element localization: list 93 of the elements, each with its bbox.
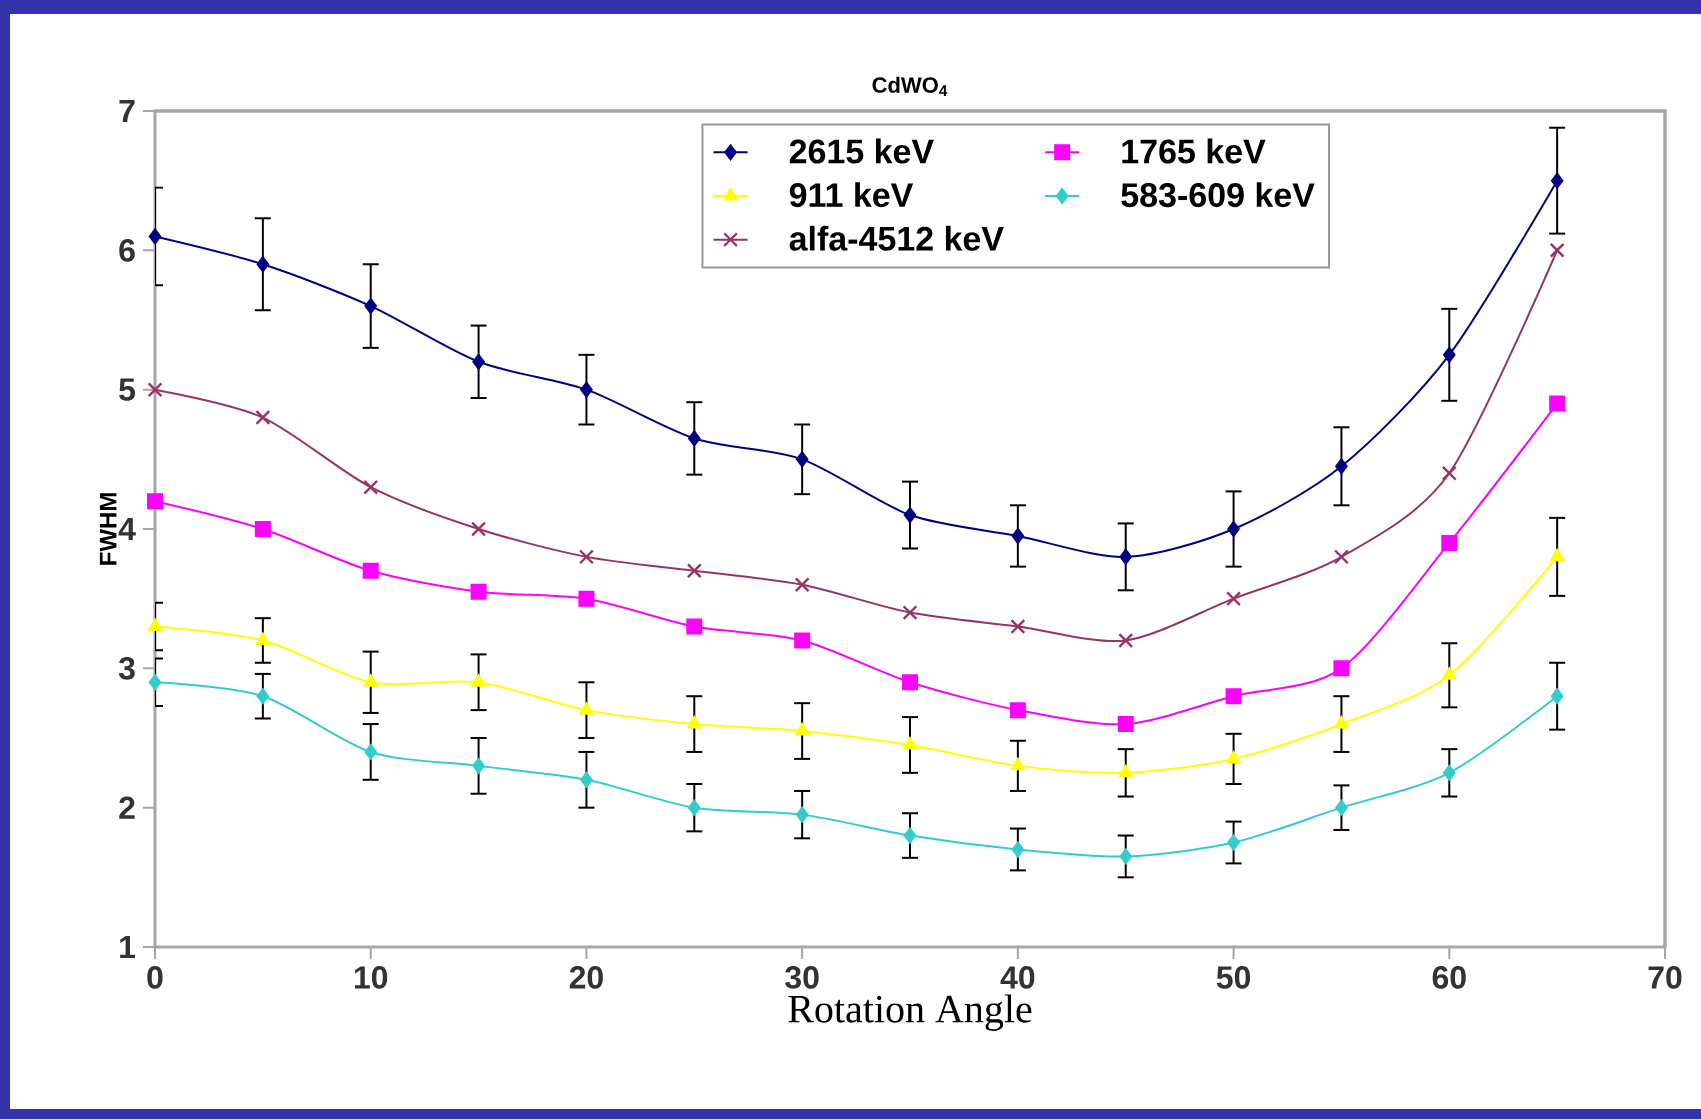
point — [362, 562, 379, 579]
point — [1550, 548, 1565, 562]
chart-title: CdWO$_{4}$ — [872, 76, 948, 96]
point — [147, 618, 163, 632]
point — [147, 382, 163, 398]
y-tick-label: 6 — [119, 239, 135, 262]
point — [1333, 549, 1349, 565]
point — [363, 479, 379, 495]
point — [1119, 848, 1132, 865]
point — [686, 563, 702, 579]
y-tick-label: 3 — [118, 656, 135, 680]
point — [688, 799, 701, 816]
point — [364, 298, 377, 315]
y-tick-label: 2 — [119, 796, 135, 819]
y-tick-label: 4 — [118, 517, 136, 541]
point — [1010, 618, 1026, 635]
point — [1226, 750, 1241, 764]
point — [794, 577, 810, 593]
point — [256, 256, 270, 273]
x-tick-label: 40 — [1000, 966, 1035, 989]
point — [795, 723, 810, 736]
point — [1225, 688, 1242, 705]
point — [254, 521, 271, 537]
point — [255, 632, 270, 645]
point — [795, 806, 809, 823]
point — [471, 521, 487, 537]
point — [471, 674, 486, 687]
y-tick-label: 7 — [119, 99, 135, 123]
point — [472, 353, 485, 370]
point — [1443, 346, 1456, 363]
point — [687, 716, 702, 729]
point — [579, 702, 594, 715]
point — [794, 632, 811, 649]
point — [1550, 172, 1564, 189]
x-tick-label: 70 — [1648, 966, 1682, 989]
point — [1441, 534, 1458, 551]
point — [364, 743, 377, 760]
point — [1333, 660, 1350, 677]
point — [1011, 527, 1025, 544]
x-tick-label: 10 — [354, 966, 388, 989]
point — [903, 507, 917, 524]
point — [1549, 395, 1566, 412]
point — [472, 757, 485, 774]
x-tick-label: 60 — [1432, 966, 1466, 989]
x-tick-label: 50 — [1216, 966, 1251, 989]
point — [1118, 764, 1133, 778]
point — [1227, 521, 1240, 537]
legend-label: 583-609 keV — [1121, 182, 1315, 208]
point — [148, 674, 162, 691]
point — [1442, 667, 1457, 680]
point — [147, 493, 164, 510]
x-tick-label: 0 — [147, 966, 163, 989]
point — [1009, 702, 1026, 719]
point — [1335, 458, 1348, 475]
point — [1117, 716, 1134, 733]
point — [255, 409, 271, 426]
point — [1011, 841, 1025, 858]
y-tick-label: 5 — [119, 378, 136, 401]
point — [1443, 764, 1456, 781]
point — [1550, 688, 1564, 705]
legend-label: 2615 keV — [789, 138, 934, 164]
legend-label: alfa-4512 keV — [789, 225, 1004, 251]
legend-label: 911 keV — [789, 182, 914, 208]
x-tick-label: 20 — [569, 966, 603, 989]
point — [1119, 548, 1132, 565]
point — [1010, 757, 1025, 771]
point — [902, 736, 918, 750]
point — [1226, 591, 1242, 607]
point — [1335, 799, 1348, 816]
point — [1549, 242, 1565, 258]
legend-label: 1765 keV — [1122, 138, 1266, 164]
point — [256, 688, 270, 705]
point — [1441, 465, 1457, 481]
point — [1334, 716, 1349, 729]
y-tick-label: 1 — [120, 935, 136, 958]
point — [1118, 632, 1134, 649]
point — [688, 430, 701, 447]
x-tick-label: 30 — [785, 966, 819, 989]
point — [902, 674, 919, 691]
point — [795, 451, 809, 468]
point — [580, 381, 593, 398]
point — [470, 583, 487, 600]
point — [903, 827, 917, 844]
y-axis-title: FWHM — [99, 493, 117, 565]
point — [578, 549, 594, 565]
point — [902, 605, 918, 621]
point — [686, 618, 703, 635]
point — [363, 674, 378, 687]
point — [580, 771, 593, 788]
point — [148, 228, 162, 245]
x-axis-title: Rotation Angle — [788, 994, 1032, 1031]
point — [578, 590, 595, 607]
point — [1227, 834, 1240, 851]
